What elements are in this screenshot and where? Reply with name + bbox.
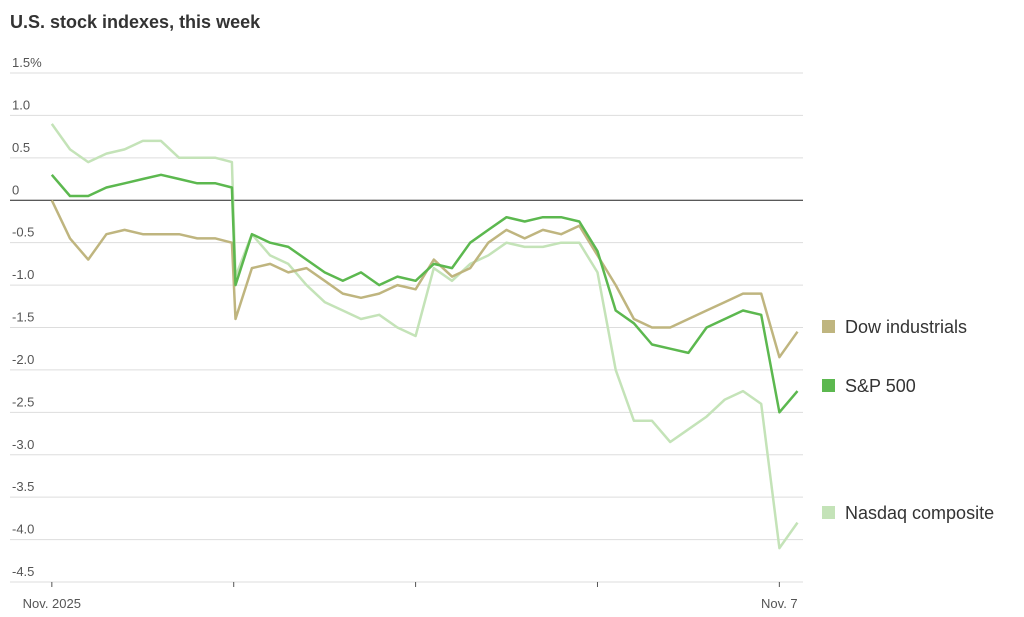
y-tick-label: 0.5 <box>12 140 30 155</box>
legend-label: Nasdaq composite <box>845 503 994 523</box>
x-tick-label: Nov. 2025 <box>23 596 81 611</box>
y-tick-label: 1.5% <box>12 55 42 70</box>
series-line <box>50 173 799 414</box>
series-line <box>50 199 799 359</box>
y-tick-label: -0.5 <box>12 225 34 240</box>
y-tick-label: -1.5 <box>12 310 34 325</box>
legend-label: S&P 500 <box>845 376 916 396</box>
legend-swatch <box>822 379 835 392</box>
legend-swatch <box>822 506 835 519</box>
y-tick-label: -4.0 <box>12 522 34 537</box>
y-tick-label: -1.0 <box>12 267 34 282</box>
y-tick-label: 0 <box>12 182 19 197</box>
y-tick-label: -2.0 <box>12 352 34 367</box>
chart-title: U.S. stock indexes, this week <box>10 12 261 32</box>
y-tick-label: -2.5 <box>12 394 34 409</box>
series-line <box>50 123 799 550</box>
y-tick-label: -3.0 <box>12 437 34 452</box>
y-tick-label: 1.0 <box>12 97 30 112</box>
x-tick-label: Nov. 7 <box>761 596 798 611</box>
legend-label: Dow industrials <box>845 317 967 337</box>
y-tick-label: -4.5 <box>12 564 34 579</box>
legend-swatch <box>822 320 835 333</box>
y-tick-label: -3.5 <box>12 479 34 494</box>
